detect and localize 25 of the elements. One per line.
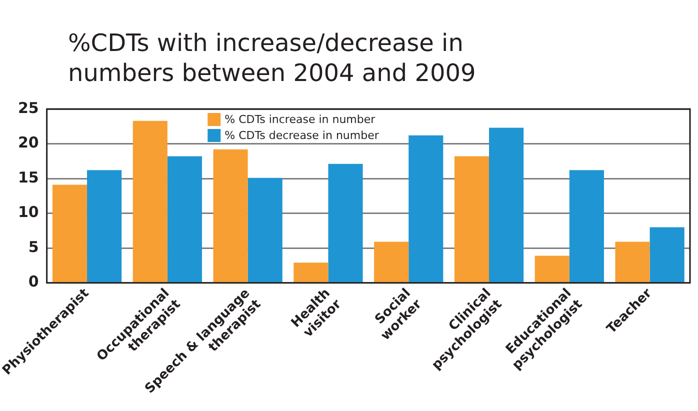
y-tick-label: 10 [18, 203, 39, 222]
bar [248, 178, 282, 282]
bar [132, 120, 168, 282]
y-tick-label: 15 [18, 168, 39, 186]
bar [328, 164, 363, 282]
legend-label: % CDTs increase in number [224, 112, 376, 126]
bar [569, 170, 604, 282]
bar [489, 128, 524, 282]
bar [213, 149, 248, 282]
bar [167, 156, 202, 282]
bar [374, 242, 409, 282]
legend-label: % CDTs decrease in number [224, 128, 380, 142]
y-tick-label: 0 [28, 272, 39, 291]
chart-title: %CDTs with increase/decrease in numbers between 2004 and 2009 [68, 28, 477, 88]
bar [615, 242, 650, 282]
bar [454, 156, 490, 282]
y-tick-label: 25 [18, 98, 39, 117]
bar [52, 184, 88, 282]
bar [650, 227, 684, 282]
bar [408, 135, 444, 282]
bar [87, 170, 122, 282]
bar [294, 262, 328, 282]
y-tick-label: 5 [28, 238, 39, 256]
y-tick-label: 20 [18, 134, 39, 152]
bar [534, 256, 570, 282]
